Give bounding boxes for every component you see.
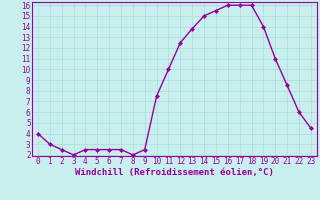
X-axis label: Windchill (Refroidissement éolien,°C): Windchill (Refroidissement éolien,°C) <box>75 168 274 177</box>
